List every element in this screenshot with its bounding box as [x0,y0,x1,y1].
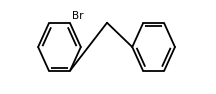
Text: Br: Br [72,11,84,21]
